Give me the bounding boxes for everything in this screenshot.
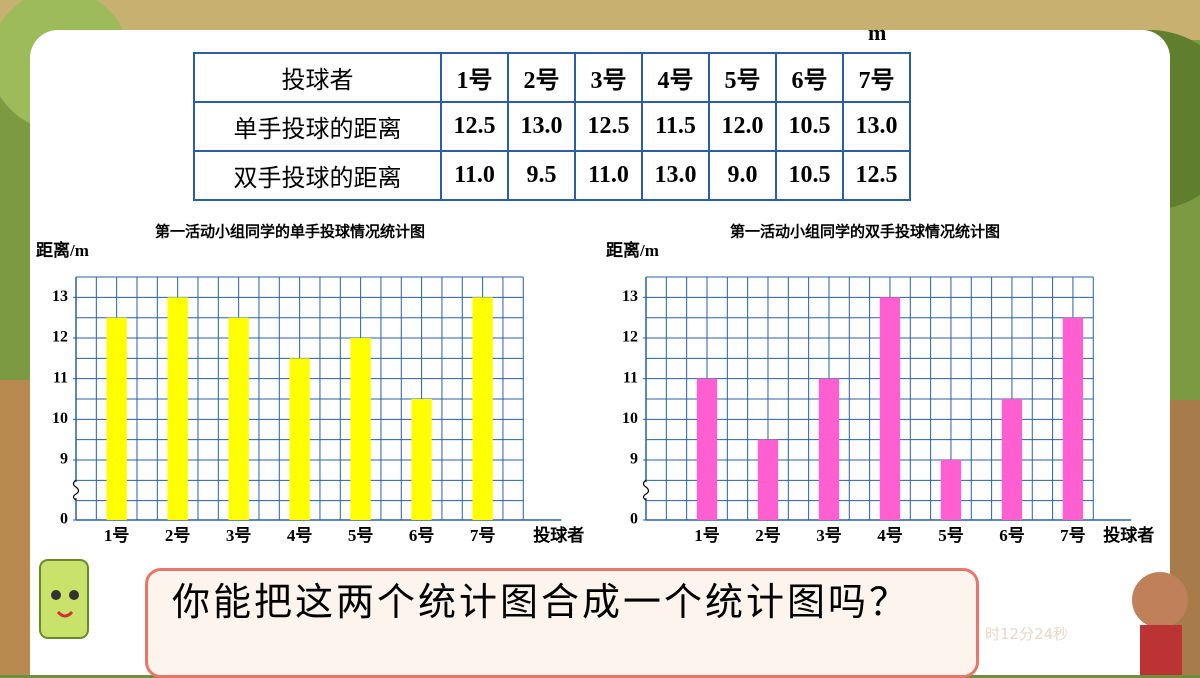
bar <box>940 460 962 520</box>
table-cell: 11.5 <box>641 101 710 152</box>
x-tick-label: 5号 <box>938 526 964 545</box>
y-tick-label: 13 <box>52 288 68 305</box>
x-tick-label: 2号 <box>165 526 191 545</box>
table-cell: 1号 <box>440 52 509 103</box>
x-tick-label: 4号 <box>877 526 903 545</box>
table-cell: 12.5 <box>440 101 509 152</box>
chart-title: 第一活动小组同学的双手投球情况统计图 <box>730 222 1000 240</box>
bar <box>879 297 901 520</box>
y-tick-label: 13 <box>622 288 638 305</box>
x-tick-label: 6号 <box>999 526 1025 545</box>
axis-break-gap <box>72 482 80 498</box>
x-tick-label: 1号 <box>104 526 130 545</box>
y-tick-label: 10 <box>622 410 638 427</box>
y-tick-label: 0 <box>60 511 68 528</box>
axis-break <box>642 479 650 501</box>
x-tick-label: 7号 <box>1060 526 1086 545</box>
table-cell: 7号 <box>842 52 911 103</box>
table-cell: 单手投球的距离 <box>193 101 442 152</box>
x-tick-label: 2号 <box>755 526 781 545</box>
y-tick-label: 12 <box>52 329 68 346</box>
table-cell: 4号 <box>641 52 710 103</box>
table-cell: 12.5 <box>574 101 643 152</box>
bar <box>1062 317 1084 520</box>
y-tick-label: 11 <box>53 369 68 386</box>
x-tick-label: 3号 <box>226 526 252 545</box>
speech-bubble: 你能把这两个统计图合成一个统计图吗？ <box>145 568 979 678</box>
table-cell: 10.5 <box>775 101 844 152</box>
x-tick-label: 1号 <box>694 526 720 545</box>
bar <box>818 378 840 520</box>
bar <box>228 317 249 520</box>
y-axis-label: 距离/m <box>606 240 659 260</box>
bar <box>411 399 432 520</box>
x-tick-label: 3号 <box>816 526 842 545</box>
timer-overlay: 时12分24秒 <box>985 625 1069 643</box>
table-cell: 9.0 <box>708 150 777 201</box>
y-tick-label: 10 <box>52 410 68 427</box>
table-cell: 投球者 <box>193 52 442 103</box>
y-tick-label: 9 <box>60 451 68 468</box>
y-axis-label: 距离/m <box>36 240 89 260</box>
y-tick-label: 9 <box>630 451 638 468</box>
bar <box>696 378 718 520</box>
bar <box>757 439 779 520</box>
bar <box>472 297 493 520</box>
x-axis-label: 投球者 <box>1103 525 1154 545</box>
chart-title: 第一活动小组同学的单手投球情况统计图 <box>155 222 425 240</box>
x-tick-label: 7号 <box>470 526 496 545</box>
bar <box>289 358 310 520</box>
table-cell: 2号 <box>507 52 576 103</box>
character <box>1132 572 1188 675</box>
axis-break-gap <box>642 482 650 498</box>
table-cell: 13.0 <box>842 101 911 152</box>
axis-break <box>72 479 80 501</box>
table-row: 单手投球的距离 12.5 13.0 12.5 11.5 12.0 10.5 13.0 <box>193 101 911 152</box>
table-header: 投球者 1号 2号 3号 4号 5号 6号 7号 <box>193 52 911 103</box>
table-cell: 6号 <box>775 52 844 103</box>
table-cell: 12.0 <box>708 101 777 152</box>
table-cell: 13.0 <box>641 150 710 201</box>
mascot <box>39 559 89 639</box>
x-tick-label: 4号 <box>287 526 313 545</box>
table-cell: 3号 <box>574 52 643 103</box>
table-cell: 11.0 <box>574 150 643 201</box>
data-table: 投球者 1号 2号 3号 4号 5号 6号 7号 单手投球的距离 12.5 13.0 12.5 11.… <box>193 52 911 201</box>
x-tick-label: 6号 <box>409 526 435 545</box>
x-tick-label: 5号 <box>348 526 374 545</box>
y-tick-label: 0 <box>630 511 638 528</box>
bar <box>167 297 188 520</box>
table-cell: 5号 <box>708 52 777 103</box>
bar <box>350 338 371 520</box>
table-cell: 11.0 <box>440 150 509 201</box>
table-row: 双手投球的距离 11.0 9.5 11.0 13.0 9.0 10.5 12.5 <box>193 150 911 201</box>
x-axis-label: 投球者 <box>533 525 584 545</box>
table-cell: 10.5 <box>775 150 844 201</box>
table-cell: 9.5 <box>507 150 576 201</box>
table-cell: 13.0 <box>507 101 576 152</box>
unit-label: m <box>868 20 887 45</box>
bar <box>106 317 127 520</box>
y-tick-label: 12 <box>622 329 638 346</box>
table-cell: 12.5 <box>842 150 911 201</box>
table-cell: 双手投球的距离 <box>193 150 442 201</box>
bar <box>1001 399 1023 520</box>
y-tick-label: 11 <box>623 369 638 386</box>
